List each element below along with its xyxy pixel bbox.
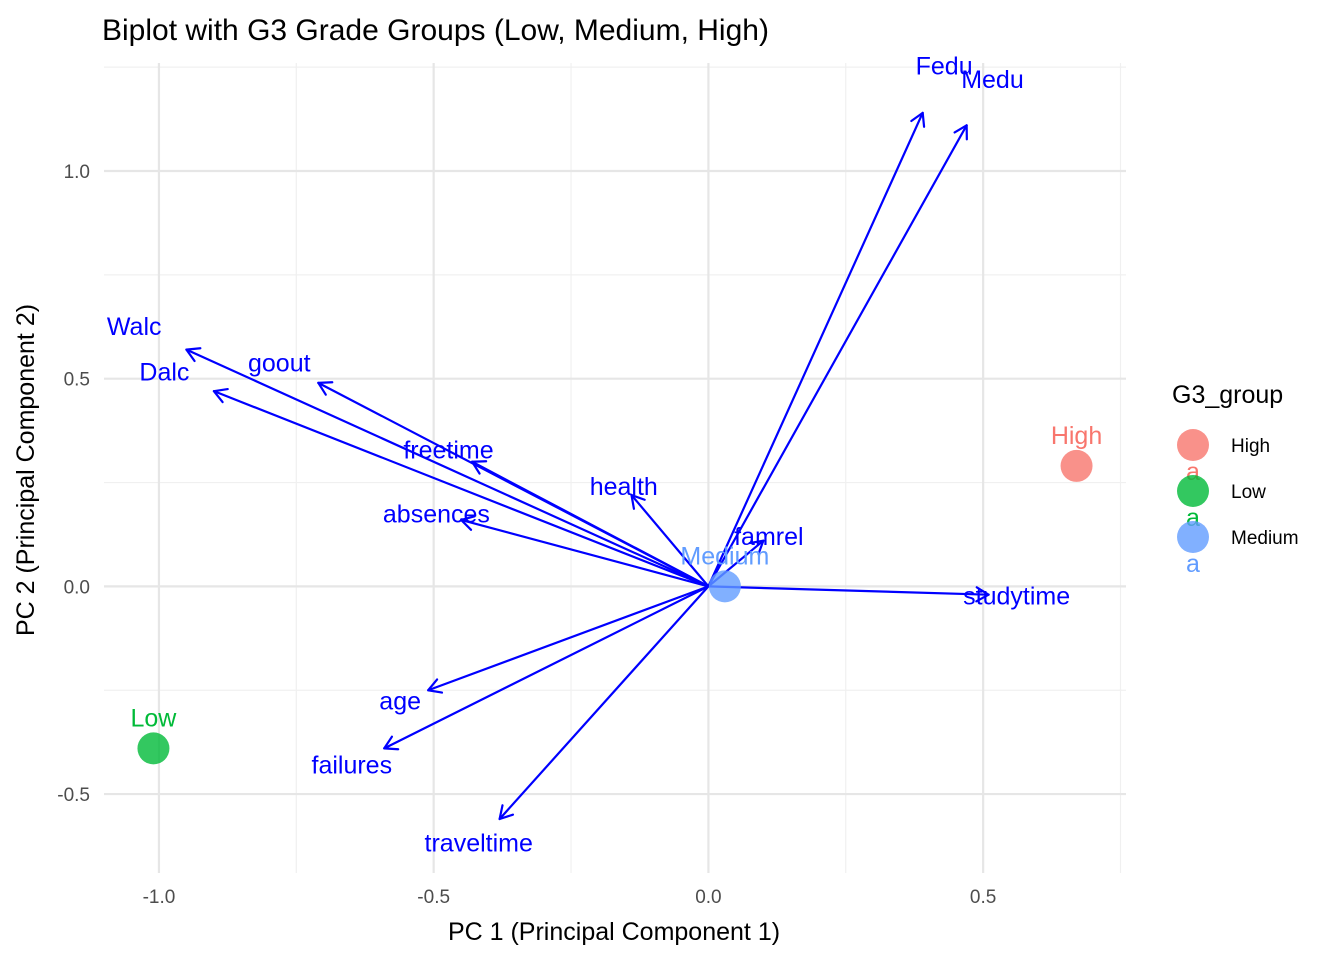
arrowhead-famrel <box>748 539 765 555</box>
legend-key-text-Medium: a <box>1186 550 1200 578</box>
loading-label-Dalc: Dalc <box>139 359 189 387</box>
group-point-Low <box>137 732 170 765</box>
loading-arrow-health <box>630 493 710 588</box>
loading-arrow-freetime <box>471 460 710 588</box>
loading-label-failures: failures <box>312 752 393 780</box>
group-point-High <box>1060 449 1093 482</box>
loading-label-age: age <box>379 688 421 716</box>
loading-arrow-absences <box>460 518 710 588</box>
x-tick-label: -1.0 <box>143 887 176 908</box>
arrowhead-studytime <box>975 586 990 603</box>
loading-label-Fedu: Fedu <box>916 52 973 80</box>
arrowhead-freetime <box>471 460 488 475</box>
loading-label-absences: absences <box>383 500 490 528</box>
loading-arrow-traveltime <box>498 585 710 821</box>
grid <box>104 63 1126 873</box>
loading-label-freetime: freetime <box>403 436 493 464</box>
arrowhead-health <box>630 493 646 510</box>
group-label-Low: Low <box>131 704 178 732</box>
group-label-Medium: Medium <box>680 542 769 570</box>
group-label-High: High <box>1051 422 1102 450</box>
y-tick-label: 1.0 <box>64 162 90 183</box>
loading-label-famrel: famrel <box>734 523 803 551</box>
arrowhead-failures <box>383 735 400 751</box>
arrowhead-traveltime <box>498 804 515 821</box>
arrowhead-absences <box>460 515 476 531</box>
legend-label-Low: Low <box>1231 482 1266 503</box>
y-tick-label: 0.5 <box>64 370 90 391</box>
legend-key-Low <box>1177 475 1209 507</box>
arrowhead-goout <box>317 381 334 396</box>
loading-arrow-Medu <box>707 124 968 588</box>
x-tick-label: 0.5 <box>970 887 996 908</box>
loading-label-traveltime: traveltime <box>425 829 533 857</box>
loading-label-Walc: Walc <box>107 313 162 341</box>
y-tick-label: -0.5 <box>57 785 90 806</box>
loading-arrow-Dalc <box>212 390 710 588</box>
loading-arrow-failures <box>383 585 710 750</box>
arrowhead-Medu <box>953 124 968 141</box>
loading-label-goout: goout <box>248 349 311 377</box>
arrowhead-Fedu <box>910 111 926 128</box>
loading-label-Medu: Medu <box>961 66 1024 94</box>
legend-key-Medium <box>1177 521 1209 553</box>
group-point-Medium <box>708 570 741 603</box>
legend-label-Medium: Medium <box>1231 528 1299 549</box>
x-tick-label: -0.5 <box>417 887 450 908</box>
chart-title: Biplot with G3 Grade Groups (Low, Medium… <box>102 14 769 47</box>
loading-label-health: health <box>590 473 658 501</box>
legend-label-High: High <box>1231 436 1270 457</box>
loading-arrow-studytime <box>707 585 990 596</box>
y-tick-label: 0.0 <box>64 577 90 598</box>
loading-label-studytime: studytime <box>963 583 1070 611</box>
x-axis-title: PC 1 (Principal Component 1) <box>448 918 780 946</box>
axis-ticks: -1.0 -0.5 0.0 0.5 -0.5 0.0 0.5 1.0 <box>57 162 996 908</box>
group-points: High Low Medium <box>131 422 1102 765</box>
x-tick-label: 0.0 <box>695 887 721 908</box>
arrowhead-Dalc <box>212 387 229 404</box>
y-axis-title: PC 2 (Principal Component 2) <box>12 304 40 636</box>
loading-arrow-Fedu <box>707 111 924 588</box>
legend-title: G3_group <box>1172 381 1283 409</box>
arrowhead-Walc <box>185 347 202 363</box>
arrowhead-age <box>427 678 444 694</box>
loading-arrow-age <box>427 585 710 692</box>
legend-key-High <box>1177 429 1209 461</box>
loading-arrow-Walc <box>185 348 710 588</box>
